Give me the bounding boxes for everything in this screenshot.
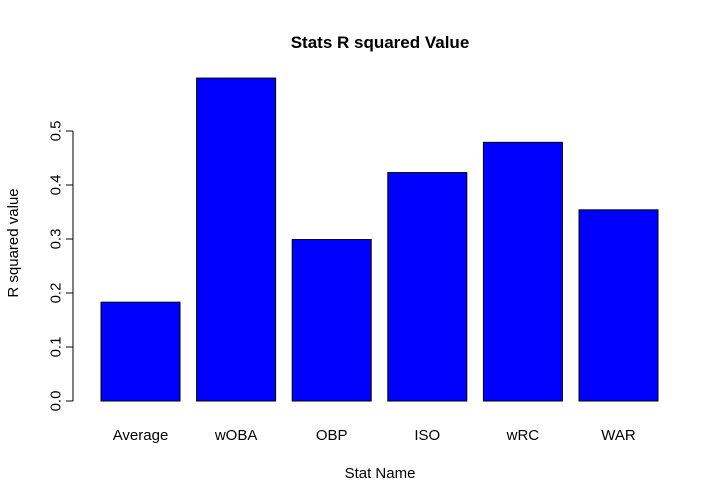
- y-axis-label: R squared value: [5, 188, 22, 297]
- bar-average: [100, 301, 181, 402]
- x-tick-label-obp: OBP: [316, 427, 348, 444]
- y-tick-label: 0.0: [47, 391, 64, 412]
- bar-iso: [387, 172, 468, 402]
- y-tick-label: 0.4: [47, 175, 64, 196]
- y-tick-label: 0.5: [47, 121, 64, 142]
- x-tick-label-average: Average: [113, 427, 169, 444]
- bar-woba: [196, 77, 277, 402]
- bar-war: [578, 209, 659, 402]
- x-tick-label-war: WAR: [601, 427, 636, 444]
- bars-group: [100, 77, 659, 402]
- y-axis: 0.0 0.1 0.2 0.3 0.4 0.5: [47, 121, 74, 412]
- chart-title: Stats R squared Value: [291, 33, 470, 52]
- x-tick-label-wrc: wRC: [506, 427, 540, 444]
- y-tick-label: 0.2: [47, 283, 64, 304]
- x-tick-labels: Average wOBA OBP ISO wRC WAR: [113, 427, 636, 444]
- y-tick-label: 0.3: [47, 229, 64, 250]
- bar-obp: [291, 239, 372, 402]
- x-tick-label-iso: ISO: [414, 427, 440, 444]
- y-tick-label: 0.1: [47, 337, 64, 358]
- x-axis-label: Stat Name: [345, 465, 416, 482]
- x-tick-label-woba: wOBA: [214, 427, 258, 444]
- bar-wrc: [482, 141, 563, 402]
